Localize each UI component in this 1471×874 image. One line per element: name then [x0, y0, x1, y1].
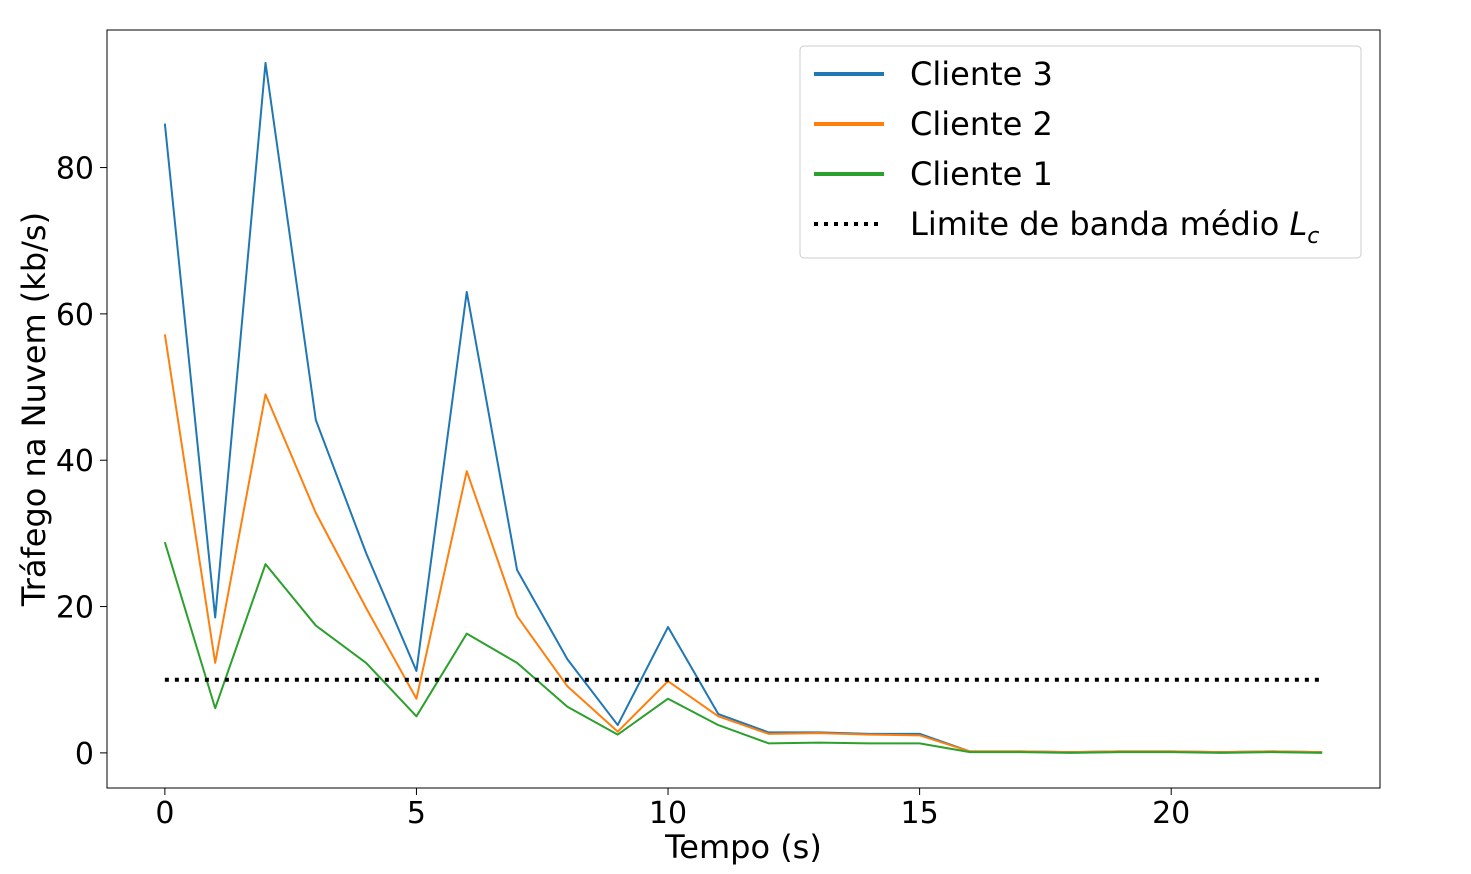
y-tick-label: 80 — [56, 152, 94, 187]
y-tick-label: 20 — [56, 591, 94, 626]
x-tick-label: 15 — [901, 796, 939, 831]
y-tick-label: 60 — [56, 298, 94, 333]
series-line-cliente-1 — [163, 541, 1323, 754]
x-tick-label: 5 — [407, 796, 426, 831]
legend-label: Cliente 1 — [910, 155, 1053, 193]
legend: Cliente 3 Cliente 2 Cliente 1 Limite de ban… — [799, 45, 1362, 259]
series-line-cliente-2 — [163, 334, 1323, 754]
legend-reference-symbol: L — [1289, 205, 1307, 243]
legend-label: Cliente 3 — [910, 55, 1053, 93]
legend-reference-subscript: c — [1307, 224, 1319, 249]
x-tick-label: 20 — [1152, 796, 1190, 831]
x-tick-label: 10 — [649, 796, 687, 831]
y-tick-label: 0 — [75, 737, 94, 772]
x-axis-ticks: 0 5 10 15 20 — [155, 788, 1190, 831]
y-axis-ticks: 0 20 40 60 80 — [56, 152, 107, 772]
y-tick-label: 40 — [56, 444, 94, 479]
legend-label-reference: Limite de banda médio Lc — [910, 205, 1319, 249]
legend-reference-name: Limite de banda médio — [910, 205, 1289, 243]
x-axis-label: Tempo (s) — [664, 828, 822, 866]
plot-frame — [106, 29, 1381, 789]
legend-box — [799, 45, 1362, 259]
y-axis-label: Tráfego na Nuvem (kb/s) — [15, 212, 53, 607]
x-tick-label: 0 — [155, 796, 174, 831]
legend-label: Cliente 2 — [910, 105, 1053, 143]
plot-marks — [163, 61, 1323, 754]
